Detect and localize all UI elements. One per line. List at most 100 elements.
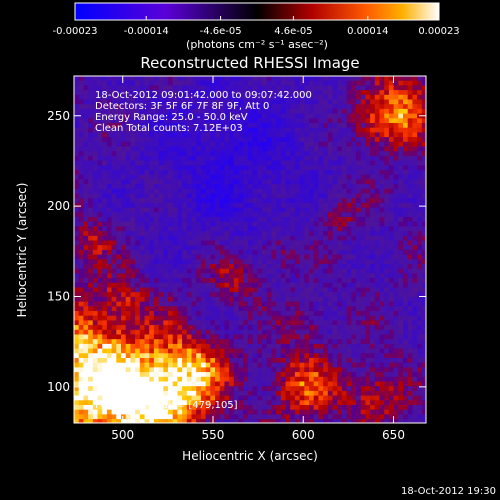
heatmap-cell	[116, 334, 122, 340]
heatmap-cell	[97, 249, 103, 255]
heatmap-cell	[393, 296, 399, 302]
heatmap-cell	[280, 165, 286, 171]
heatmap-cell	[360, 329, 366, 335]
heatmap-cell	[158, 315, 164, 321]
heatmap-cell	[182, 94, 188, 100]
heatmap-cell	[219, 217, 225, 223]
heatmap-cell	[153, 212, 159, 218]
heatmap-cell	[247, 151, 253, 157]
heatmap-cell	[318, 315, 324, 321]
heatmap-cell	[191, 123, 197, 129]
heatmap-cell	[205, 217, 211, 223]
heatmap-cell	[280, 123, 286, 129]
heatmap-cell	[290, 123, 296, 129]
heatmap-cell	[163, 118, 169, 124]
heatmap-cell	[182, 151, 188, 157]
heatmap-cell	[403, 118, 409, 124]
heatmap-cell	[219, 113, 225, 119]
heatmap-cell	[92, 137, 98, 143]
heatmap-cell	[102, 372, 108, 378]
heatmap-cell	[341, 146, 347, 152]
heatmap-cell	[224, 372, 230, 378]
heatmap-cell	[294, 123, 300, 129]
heatmap-cell	[215, 217, 221, 223]
heatmap-cell	[196, 362, 202, 368]
heatmap-cell	[144, 339, 150, 345]
heatmap-cell	[341, 301, 347, 307]
heatmap-cell	[186, 311, 192, 317]
heatmap-cell	[393, 249, 399, 255]
heatmap-cell	[102, 268, 108, 274]
heatmap-cell	[200, 76, 206, 82]
heatmap-cell	[168, 348, 174, 354]
heatmap-cell	[196, 292, 202, 298]
heatmap-cell	[177, 184, 183, 190]
heatmap-cell	[130, 348, 136, 354]
heatmap-cell	[88, 386, 94, 392]
heatmap-cell	[97, 184, 103, 190]
heatmap-cell	[102, 90, 108, 96]
heatmap-cell	[78, 235, 84, 241]
heatmap-cell	[215, 264, 221, 270]
heatmap-cell	[210, 296, 216, 302]
heatmap-cell	[271, 268, 277, 274]
heatmap-cell	[196, 278, 202, 284]
heatmap-cell	[327, 184, 333, 190]
heatmap-cell	[252, 273, 258, 279]
heatmap-cell	[200, 188, 206, 194]
heatmap-cell	[186, 80, 192, 86]
heatmap-cell	[252, 292, 258, 298]
heatmap-cell	[417, 170, 423, 176]
heatmap-cell	[365, 90, 371, 96]
heatmap-cell	[388, 160, 394, 166]
heatmap-cell	[332, 132, 338, 138]
heatmap-cell	[219, 231, 225, 237]
heatmap-cell	[417, 160, 423, 166]
heatmap-cell	[182, 179, 188, 185]
heatmap-cell	[121, 179, 127, 185]
heatmap-cell	[417, 132, 423, 138]
heatmap-cell	[177, 94, 183, 100]
heatmap-cell	[200, 198, 206, 204]
heatmap-cell	[384, 381, 390, 387]
heatmap-cell	[271, 151, 277, 157]
heatmap-cell	[337, 278, 343, 284]
heatmap-cell	[290, 221, 296, 227]
heatmap-cell	[294, 90, 300, 96]
heatmap-cell	[163, 193, 169, 199]
heatmap-cell	[337, 376, 343, 382]
heatmap-cell	[172, 155, 178, 161]
heatmap-cell	[365, 372, 371, 378]
heatmap-cell	[280, 292, 286, 298]
heatmap-cell	[374, 207, 380, 213]
heatmap-cell	[168, 137, 174, 143]
heatmap-cell	[398, 362, 404, 368]
heatmap-cell	[252, 329, 258, 335]
heatmap-cell	[224, 132, 230, 138]
heatmap-cell	[370, 160, 376, 166]
heatmap-cell	[285, 76, 291, 82]
heatmap-cell	[257, 207, 263, 213]
heatmap-cell	[215, 278, 221, 284]
heatmap-cell	[205, 306, 211, 312]
heatmap-cell	[200, 296, 206, 302]
heatmap-cell	[106, 254, 112, 260]
heatmap-cell	[407, 226, 413, 232]
heatmap-cell	[365, 123, 371, 129]
heatmap-cell	[252, 184, 258, 190]
heatmap-cell	[210, 170, 216, 176]
heatmap-cell	[135, 155, 141, 161]
heatmap-cell	[92, 301, 98, 307]
heatmap-cell	[182, 339, 188, 345]
heatmap-cell	[200, 339, 206, 345]
heatmap-cell	[323, 118, 329, 124]
heatmap-cell	[177, 76, 183, 82]
heatmap-cell	[341, 381, 347, 387]
heatmap-cell	[158, 212, 164, 218]
heatmap-cell	[97, 273, 103, 279]
heatmap-cell	[365, 151, 371, 157]
heatmap-cell	[299, 141, 305, 147]
heatmap-cell	[196, 202, 202, 208]
heatmap-cell	[172, 137, 178, 143]
heatmap-cell	[139, 278, 145, 284]
